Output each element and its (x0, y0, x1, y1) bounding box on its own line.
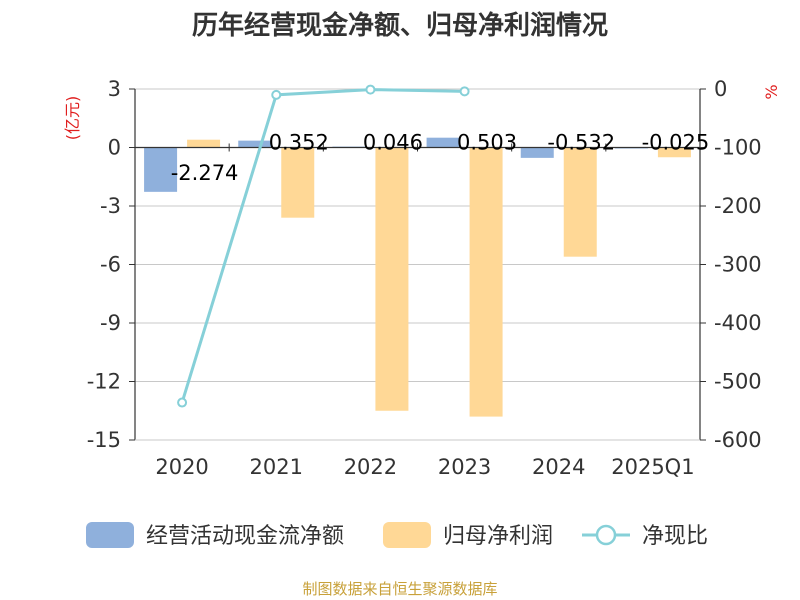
left-tick-label: -12 (87, 370, 121, 394)
ratio-point[interactable] (177, 397, 188, 408)
source-note: 制图数据来自恒生聚源数据库 (302, 580, 497, 598)
net-profit-bar[interactable] (375, 147, 409, 411)
category-label: 2023 (438, 455, 491, 479)
category-label: 2025Q1 (611, 455, 694, 479)
ratio-point[interactable] (271, 89, 282, 100)
category-label: 2020 (155, 455, 208, 479)
cashflow-bar[interactable] (426, 137, 460, 148)
cashflow-data-label: 0.046 (363, 131, 423, 155)
left-tick-label: -3 (100, 194, 121, 218)
right-axis-unit: % (762, 84, 781, 99)
left-axis-unit: (亿元) (63, 96, 82, 141)
cashflow-data-label: -2.274 (171, 161, 239, 185)
legend-swatch-net-profit[interactable] (383, 522, 431, 548)
net-profit-bar[interactable] (657, 147, 691, 158)
cashflow-bar[interactable] (144, 147, 178, 192)
legend-label-cashflow[interactable]: 经营活动现金流净额 (146, 524, 344, 549)
left-tick-label: -9 (100, 311, 121, 335)
ratio-line-path (180, 88, 465, 403)
axes: 3 0 -3 -6 -9 -12 -15 0 -100 -200 -300 -400 -500 -600 2… (87, 77, 762, 479)
chart-title: 历年经营现金净额、归母净利润情况 (192, 10, 608, 41)
cashflow-data-label: 0.503 (457, 131, 517, 155)
category-label: 2024 (532, 455, 585, 479)
category-label: 2021 (250, 455, 303, 479)
right-tick-label: -100 (714, 136, 762, 160)
right-tick-label: -400 (714, 311, 762, 335)
legend-swatch-cashflow[interactable] (86, 522, 134, 548)
net-profit-bar[interactable] (281, 147, 315, 218)
ratio-line (177, 84, 470, 408)
left-tick-label: -6 (100, 253, 121, 277)
right-tick-label: -500 (714, 370, 762, 394)
net-profit-bar[interactable] (187, 139, 221, 148)
cashflow-bar[interactable] (520, 147, 554, 158)
left-tick-label: -15 (87, 428, 121, 452)
cashflow-data-label: 0.352 (269, 131, 329, 155)
cashflow-data-label: -0.025 (642, 131, 710, 155)
ratio-point[interactable] (459, 86, 470, 97)
legend-label-ratio[interactable]: 净现比 (642, 524, 708, 549)
legend[interactable]: 经营活动现金流净额 归母净利润 净现比 (86, 522, 708, 549)
right-tick-label: -300 (714, 253, 762, 277)
legend-swatch-ratio-marker[interactable] (595, 524, 617, 546)
category-label: 2022 (344, 455, 397, 479)
net-profit-bar[interactable] (469, 147, 503, 417)
net-profit-bar[interactable] (563, 147, 597, 257)
right-tick-label: 0 (714, 77, 727, 101)
right-tick-label: -200 (714, 194, 762, 218)
left-tick-label: 0 (108, 136, 121, 160)
cashflow-bar[interactable] (238, 140, 272, 148)
legend-label-net-profit[interactable]: 归母净利润 (443, 524, 553, 549)
left-tick-label: 3 (108, 77, 121, 101)
ratio-point[interactable] (365, 84, 376, 95)
cashflow-data-label: -0.532 (547, 131, 615, 155)
right-tick-label: -600 (714, 428, 762, 452)
data-labels: -2.274 0.352 0.046 0.503 -0.532 -0.025 (171, 131, 710, 185)
